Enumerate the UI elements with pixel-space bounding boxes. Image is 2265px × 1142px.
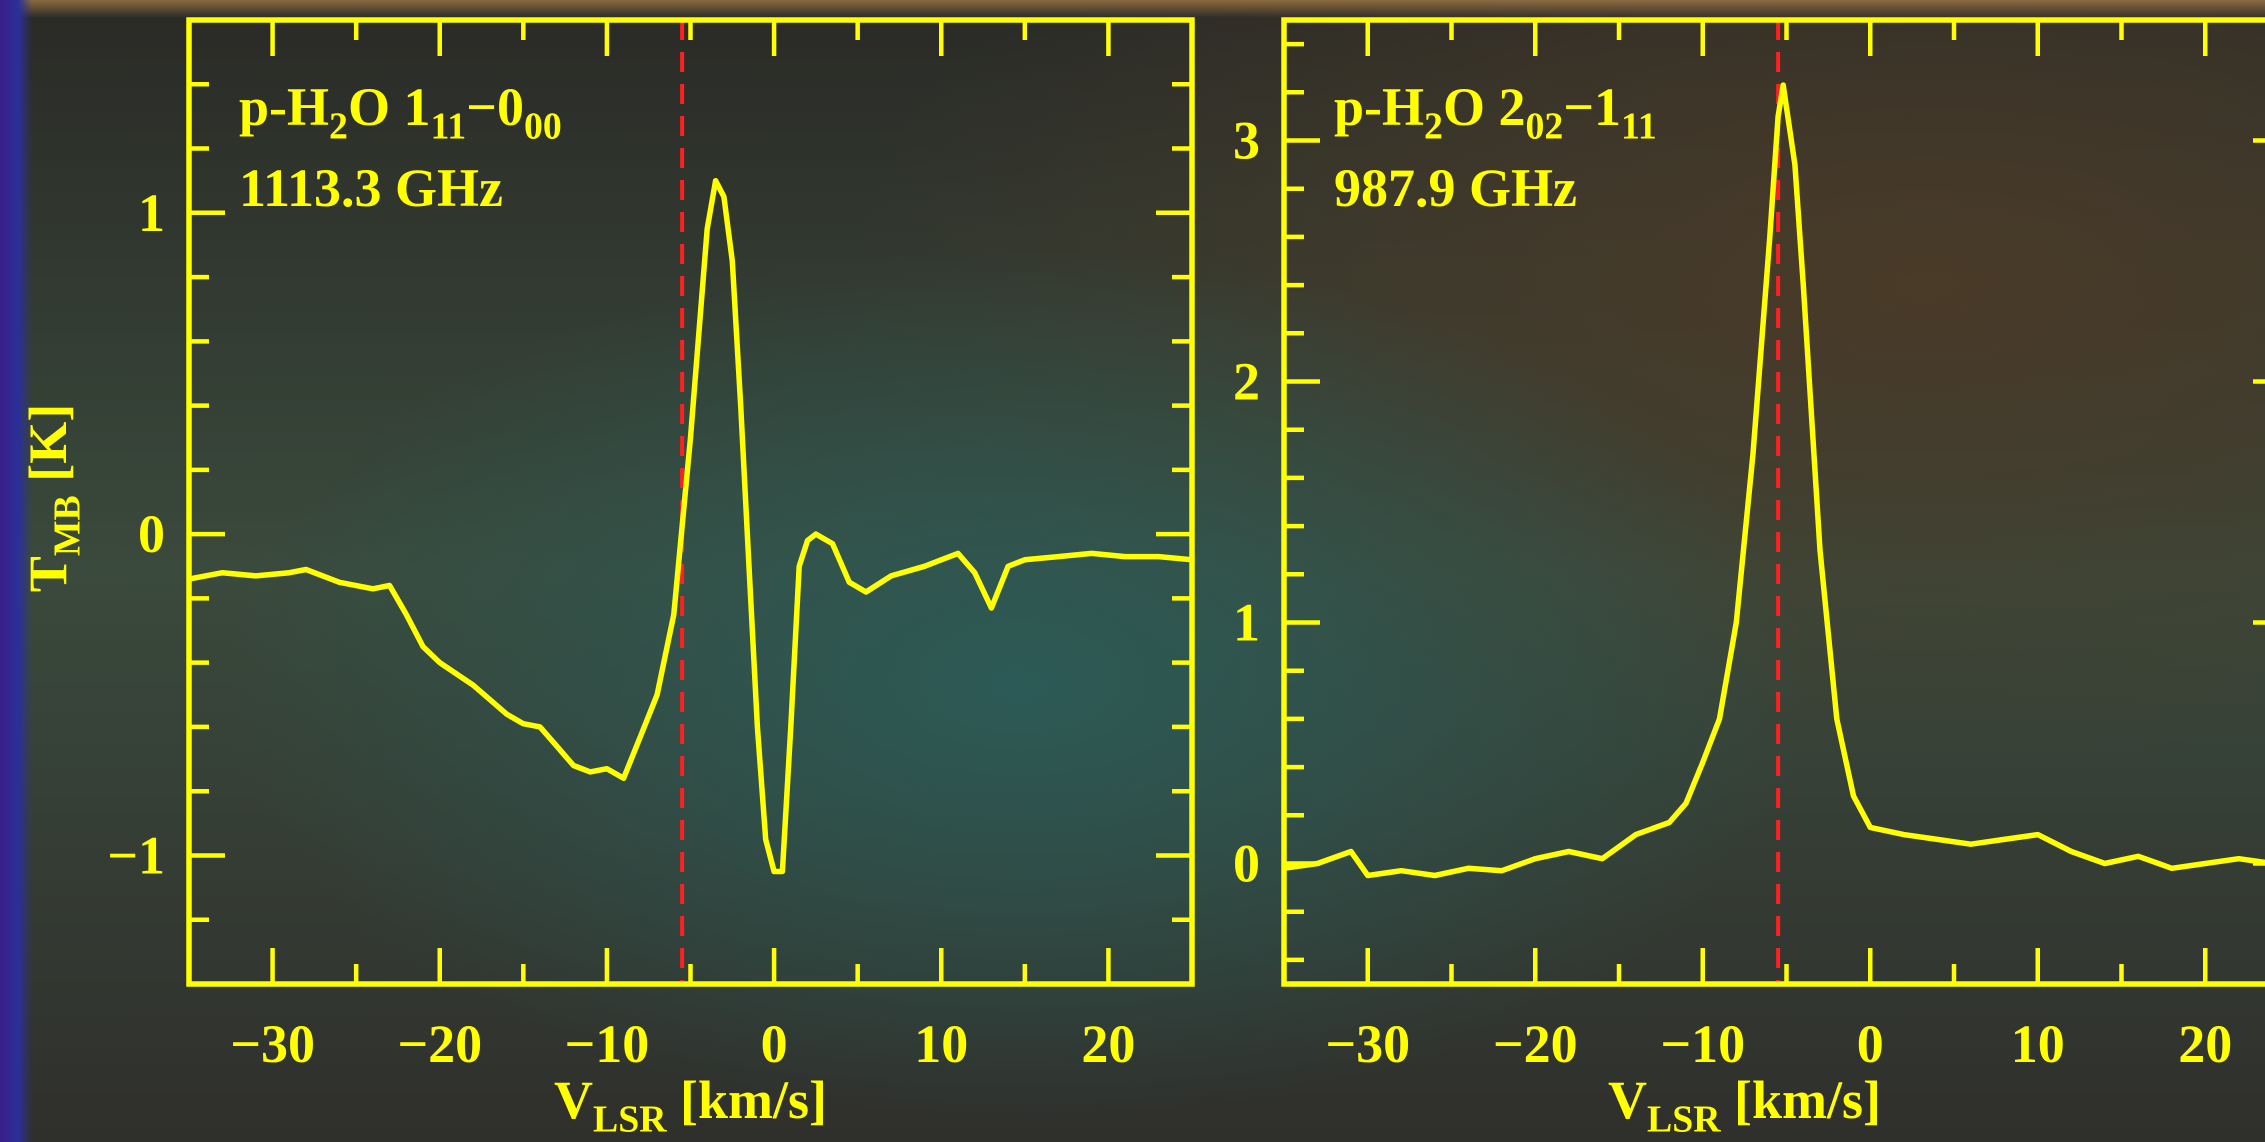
x-tick-label: 20 — [2178, 1014, 2232, 1074]
x-tick-label: 0 — [1857, 1014, 1884, 1074]
text-part: −1 — [1563, 77, 1621, 137]
x-tick-label: −10 — [565, 1014, 650, 1074]
panel-title: p-H2O 202−111 — [1334, 77, 1657, 148]
text-part: [K] — [18, 404, 78, 495]
text-part: T — [18, 556, 78, 592]
subscript: 11 — [430, 106, 466, 148]
x-axis-label: VLSR [km/s] — [554, 1070, 827, 1141]
subscript: 02 — [1525, 106, 1563, 148]
y-tick-label: 2 — [1233, 352, 1260, 412]
y-tick-label: −1 — [107, 825, 165, 885]
subscript: LSR — [593, 1099, 667, 1141]
subscript: MB — [47, 495, 89, 556]
x-tick-label: −20 — [1493, 1014, 1578, 1074]
text-part: V — [554, 1070, 593, 1130]
subscript: 2 — [329, 106, 348, 148]
x-tick-label: 20 — [1081, 1014, 1135, 1074]
text-part: V — [1608, 1070, 1647, 1130]
text-part: O 1 — [348, 77, 431, 137]
text-part: O 2 — [1443, 77, 1526, 137]
spectrum-line — [189, 177, 1192, 875]
subscript: LSR — [1647, 1099, 1721, 1141]
x-tick-label: −30 — [230, 1014, 315, 1074]
x-tick-label: 0 — [761, 1014, 788, 1074]
text-part: p-H — [239, 77, 329, 137]
x-axis-label: VLSR [km/s] — [1608, 1070, 1881, 1141]
y-axis-label: TMB [K] — [18, 404, 89, 592]
subscript: 2 — [1424, 106, 1443, 148]
subscript: 11 — [1621, 106, 1657, 148]
x-tick-label: 10 — [2011, 1014, 2065, 1074]
x-tick-label: −30 — [1325, 1014, 1410, 1074]
text-part: [km/s] — [1721, 1070, 1882, 1130]
spectrum-line — [1284, 82, 2265, 879]
y-tick-label: 3 — [1233, 111, 1260, 171]
y-tick-label: 1 — [1233, 593, 1260, 653]
x-tick-label: −20 — [397, 1014, 482, 1074]
y-tick-label: 1 — [138, 183, 165, 243]
subscript: 00 — [524, 106, 562, 148]
y-tick-label: 0 — [1233, 834, 1260, 894]
x-tick-label: −10 — [1660, 1014, 1745, 1074]
x-tick-label: 10 — [914, 1014, 968, 1074]
text-part: −0 — [466, 77, 524, 137]
panel-title: p-H2O 111−000 — [239, 77, 562, 148]
text-part: p-H — [1334, 77, 1424, 137]
panel-subtitle: 1113.3 GHz — [239, 158, 503, 218]
panel-subtitle: 987.9 GHz — [1334, 158, 1577, 218]
y-tick-label: 0 — [138, 504, 165, 564]
text-part: [km/s] — [667, 1070, 828, 1130]
